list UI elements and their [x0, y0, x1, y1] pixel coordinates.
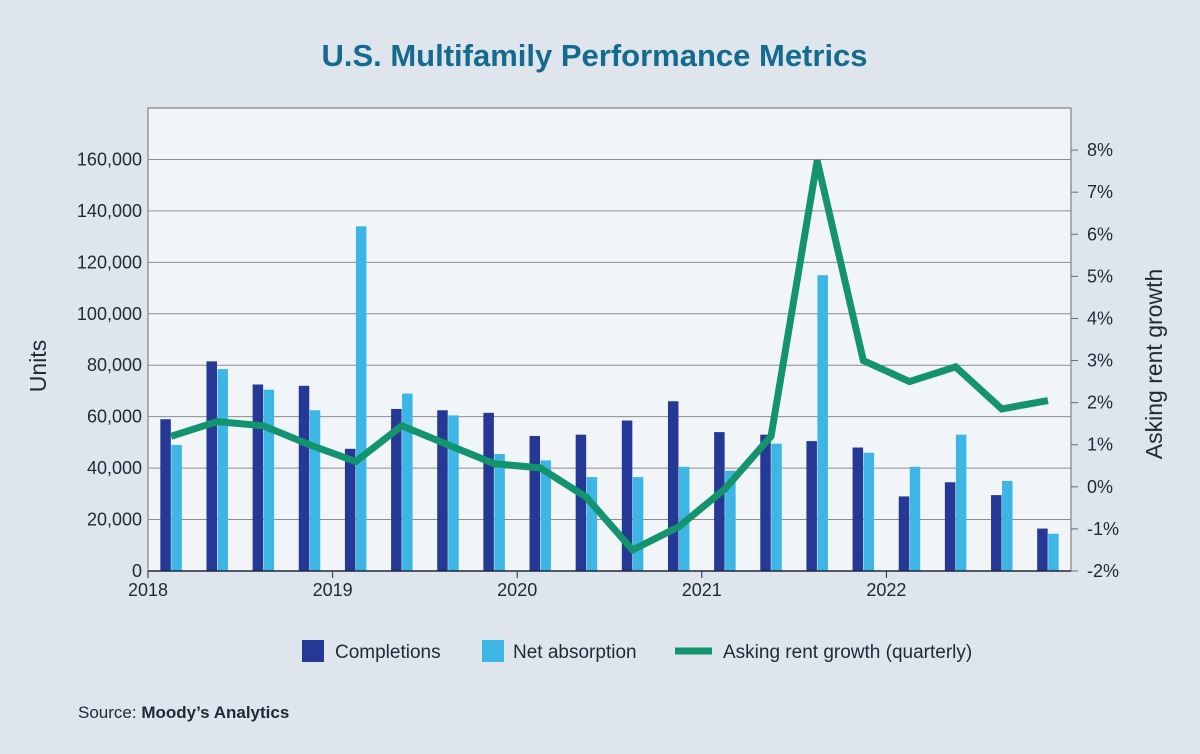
plot-area: [147, 107, 1072, 572]
net-absorption-bar: [725, 470, 736, 571]
net-absorption-bar: [817, 275, 828, 571]
completions-bar: [667, 401, 679, 571]
legend-swatch-completions: [302, 640, 324, 662]
y-left-tick-label: 160,000: [77, 149, 142, 169]
legend-label-net-absorption: Net absorption: [513, 642, 637, 663]
completions-bar: [298, 385, 310, 571]
legend-label-completions: Completions: [335, 642, 441, 663]
asking-rent-growth-line: [170, 159, 1049, 555]
y-right-tick-label: 4%: [1087, 308, 1113, 328]
source-label: Source:: [78, 703, 142, 722]
y-right-tick-label: -2%: [1087, 561, 1119, 581]
completions-bar: [252, 384, 264, 571]
x-tick-label: 2018: [128, 580, 168, 600]
completions-bar: [575, 434, 587, 571]
net-absorption-bar: [355, 226, 367, 572]
completions-bar: [760, 434, 771, 571]
x-tick-label: 2020: [497, 580, 537, 600]
completions-bar: [160, 419, 171, 571]
net-absorption-bar: [263, 389, 275, 571]
source-name: Moody’s Analytics: [141, 703, 290, 722]
completions-bar: [1037, 528, 1048, 571]
net-absorption-bar: [540, 460, 552, 571]
y-left-tick-label: 100,000: [77, 304, 142, 324]
net-absorption-bar: [402, 393, 413, 571]
net-absorption-bar: [863, 452, 875, 571]
y-left-tick-label: 40,000: [87, 458, 142, 478]
legend-label-rent-growth: Asking rent growth (quarterly): [723, 642, 972, 663]
net-absorption-bar: [586, 477, 598, 571]
completions-bar: [621, 420, 633, 571]
net-absorption-bar: [1048, 533, 1059, 571]
completions-bar: [852, 447, 864, 571]
y-left-tick-label: 140,000: [77, 201, 142, 221]
net-absorption-bar: [309, 410, 321, 571]
y-axis-right-title: Asking rent growth: [1141, 269, 1167, 459]
rent-growth-line-layer: [170, 159, 1049, 555]
net-absorption-bar: [494, 453, 505, 571]
net-absorption-bar: [955, 434, 967, 571]
y-axis-left-title: Units: [25, 340, 51, 392]
x-tick-label: 2021: [682, 580, 722, 600]
axes: 0 20,000 40,000 60,000 80,000 100,000 120,000 1…: [77, 140, 1119, 600]
y-left-tick-label: 120,000: [77, 252, 142, 272]
net-absorption-bar: [632, 477, 644, 571]
completions-bar: [806, 441, 817, 571]
completions-bar: [991, 495, 1002, 571]
completions-bar: [391, 408, 402, 571]
net-absorption-bar: [171, 444, 182, 571]
y-right-tick-label: 3%: [1087, 351, 1113, 371]
y-right-tick-label: 1%: [1087, 435, 1113, 455]
completions-bar: [898, 496, 910, 571]
legend: Completions Net absorption Asking rent gro…: [302, 640, 972, 663]
completions-bar: [483, 412, 494, 571]
y-right-tick-label: -1%: [1087, 519, 1119, 539]
chart-title: U.S. Multifamily Performance Metrics: [321, 38, 868, 73]
source-note: Source: Moody’s Analytics: [78, 703, 289, 723]
y-right-tick-label: 5%: [1087, 266, 1113, 286]
net-absorption-bar: [448, 415, 459, 571]
x-tick-label: 2019: [313, 580, 353, 600]
completions-bar: [344, 448, 356, 571]
y-right-tick-label: 6%: [1087, 224, 1113, 244]
y-right-tick-label: 2%: [1087, 393, 1113, 413]
y-right-tick-label: 7%: [1087, 182, 1113, 202]
net-absorption-bar: [771, 443, 782, 571]
net-absorption-bar: [909, 466, 921, 571]
completions-bar: [944, 482, 956, 571]
completions-bar: [206, 361, 217, 571]
completions-bar: [437, 410, 448, 571]
x-tick-label: 2022: [866, 580, 906, 600]
legend-swatch-net-absorption: [482, 640, 504, 662]
y-left-tick-label: 60,000: [87, 407, 142, 427]
y-left-tick-label: 20,000: [87, 510, 142, 530]
net-absorption-bar: [1002, 480, 1013, 571]
y-left-tick-label: 80,000: [87, 355, 142, 375]
completions-bar: [529, 435, 541, 571]
y-left-tick-label: 0: [132, 561, 142, 581]
y-right-tick-label: 0%: [1087, 477, 1113, 497]
y-right-tick-label: 8%: [1087, 140, 1113, 160]
completions-bar: [714, 432, 725, 571]
net-absorption-bar: [217, 369, 228, 571]
bars: [160, 226, 1059, 572]
